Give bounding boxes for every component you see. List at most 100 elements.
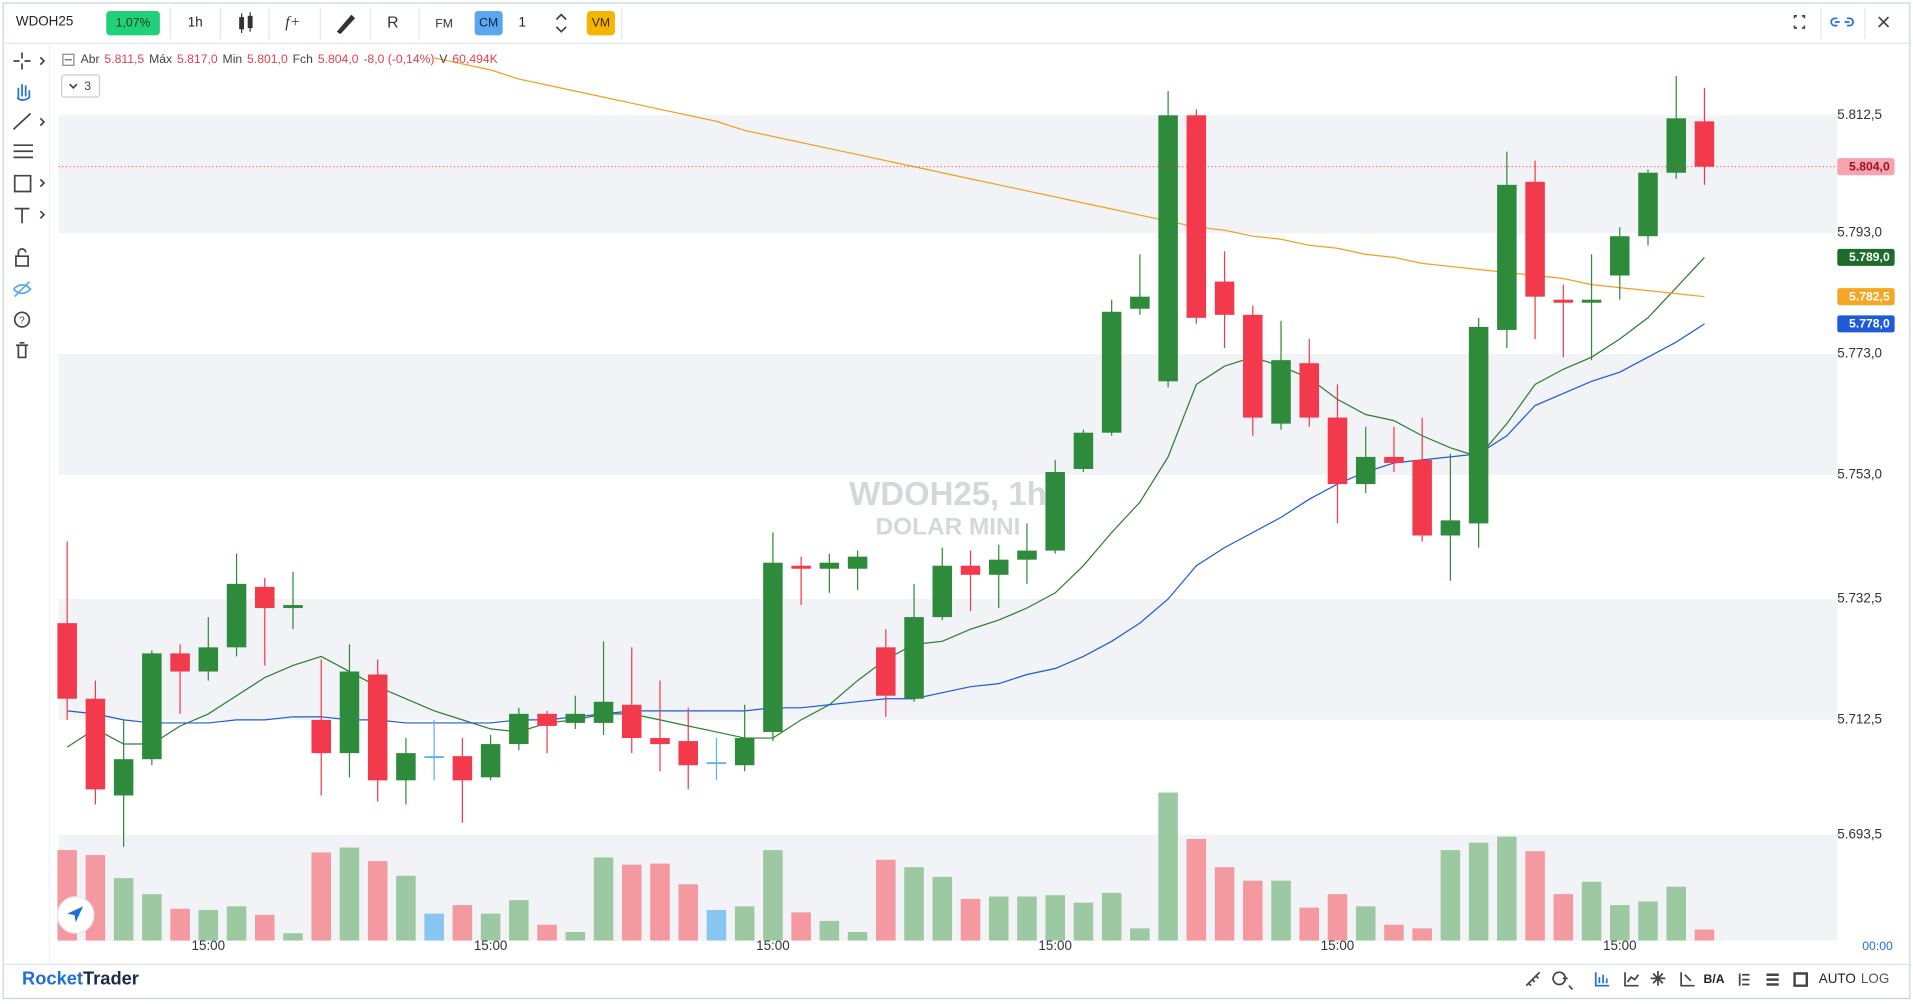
volume-bar <box>1243 880 1263 941</box>
draw-button[interactable] <box>336 14 356 35</box>
dom-button[interactable] <box>1738 973 1750 986</box>
chart-button[interactable] <box>1624 972 1640 987</box>
help-tool[interactable] <box>13 311 31 328</box>
hide-tool[interactable] <box>12 281 32 298</box>
indicator-collapse[interactable] <box>61 74 101 98</box>
crosshair-tool[interactable] <box>13 52 46 70</box>
legend-value: 5.801,0 <box>247 52 288 66</box>
lock-tool[interactable] <box>15 248 29 267</box>
candle-body <box>255 586 275 609</box>
candle-body <box>1384 456 1404 463</box>
candle-body <box>734 738 755 766</box>
volume-bar <box>509 900 529 941</box>
volume-bar <box>1186 839 1207 941</box>
legend-name: V <box>439 52 448 66</box>
candle-body <box>1045 472 1065 551</box>
candle-body <box>1468 326 1489 524</box>
x-tick-label: 15:00 <box>192 938 226 953</box>
volume-bar <box>791 912 811 941</box>
candle-body <box>988 559 1009 575</box>
y-tick-label: 5.773,0 <box>1837 346 1882 361</box>
candle-body <box>1271 360 1291 424</box>
change-pill-text: 1,07% <box>116 15 151 29</box>
close-button[interactable] <box>1878 16 1890 28</box>
candle-body <box>1638 172 1658 237</box>
text-tool[interactable] <box>14 207 46 224</box>
fm-button[interactable]: FM <box>435 17 453 31</box>
volume-bar <box>283 933 303 941</box>
scale-button[interactable] <box>1680 972 1695 987</box>
candle-body <box>1355 456 1376 485</box>
volume-bar <box>1271 880 1291 941</box>
candle-body <box>57 623 77 699</box>
volume-bar <box>480 913 501 941</box>
legend-value: 5.804,0 <box>318 52 359 66</box>
candle-body <box>339 671 360 754</box>
log-button[interactable]: LOG <box>1861 971 1889 986</box>
candle-body <box>1186 115 1207 318</box>
price-tag <box>1837 248 1895 266</box>
candle-body <box>311 719 331 754</box>
watermark-sub: DOLAR MINI <box>876 514 1021 541</box>
y-tick-label: 5.732,5 <box>1837 591 1882 606</box>
candle-body <box>537 713 557 726</box>
fib-tool[interactable] <box>13 144 34 159</box>
x-tick-label: 15:00 <box>474 938 508 953</box>
x-tick-label: 15:00 <box>756 938 790 953</box>
candle-body <box>1327 417 1348 485</box>
volume-bar <box>198 909 219 941</box>
trash-tool[interactable] <box>15 341 29 359</box>
volume-button[interactable] <box>1594 972 1610 987</box>
volume-bar <box>593 857 614 941</box>
ba-button[interactable]: B/A <box>1704 972 1725 986</box>
volume-bar <box>650 863 670 941</box>
timeframe-button[interactable]: 1h <box>188 15 203 30</box>
candle-body <box>113 759 134 796</box>
legend-name: Máx <box>149 52 172 66</box>
legend-name: Abr <box>81 52 100 66</box>
link-button[interactable] <box>1830 17 1854 27</box>
y-tick-label: 5.812,5 <box>1837 107 1882 122</box>
candle-body <box>142 653 162 760</box>
ruler-button[interactable] <box>1525 971 1541 987</box>
candle-type-button[interactable] <box>239 12 253 33</box>
line-tool[interactable] <box>12 112 46 130</box>
candle-body <box>198 647 219 672</box>
candle-body <box>932 565 953 618</box>
volume-bar <box>142 894 162 941</box>
grid-button[interactable] <box>1650 971 1666 986</box>
volume-bar <box>1214 867 1235 941</box>
fullscreen-button[interactable] <box>1793 15 1806 29</box>
rx-button[interactable]: R <box>387 14 398 31</box>
candle-body <box>1610 236 1630 276</box>
vm-button[interactable]: VM <box>592 15 610 29</box>
clock: 00:00 <box>1862 939 1893 953</box>
volume-bar <box>621 864 642 941</box>
menu-button[interactable] <box>1766 973 1779 986</box>
candle-body <box>509 713 529 745</box>
shape-tool[interactable] <box>13 174 46 193</box>
candle-body <box>1101 311 1122 433</box>
candle-body <box>170 653 190 672</box>
x-tick-label: 15:00 <box>1321 938 1355 953</box>
quantity-input[interactable]: 1 <box>519 15 526 30</box>
help-mark: ? <box>19 315 25 326</box>
brand-trader: Trader <box>83 967 139 988</box>
panel-button[interactable] <box>1793 972 1809 987</box>
x-tick-label: 15:00 <box>1038 938 1072 953</box>
quantity-spinner[interactable] <box>555 13 567 33</box>
y-tick-label: 5.693,5 <box>1837 826 1882 841</box>
zoom-button[interactable] <box>1552 971 1574 990</box>
price-tag <box>1837 288 1895 306</box>
symbol[interactable]: WDOH25 <box>16 14 73 29</box>
candle-body <box>960 565 981 575</box>
volume-bar <box>734 906 755 941</box>
plot-area: 5.693,5 5.712,5 5.732,5 5.753,0 5.773,0 5.793… <box>57 57 1895 953</box>
candle-body <box>819 562 840 569</box>
auto-button[interactable]: AUTO <box>1819 971 1856 986</box>
indicators-button[interactable]: f+ <box>285 14 300 31</box>
hand-tool[interactable] <box>16 84 31 101</box>
volume-bar <box>311 852 331 941</box>
cm-button[interactable]: CM <box>479 15 498 29</box>
